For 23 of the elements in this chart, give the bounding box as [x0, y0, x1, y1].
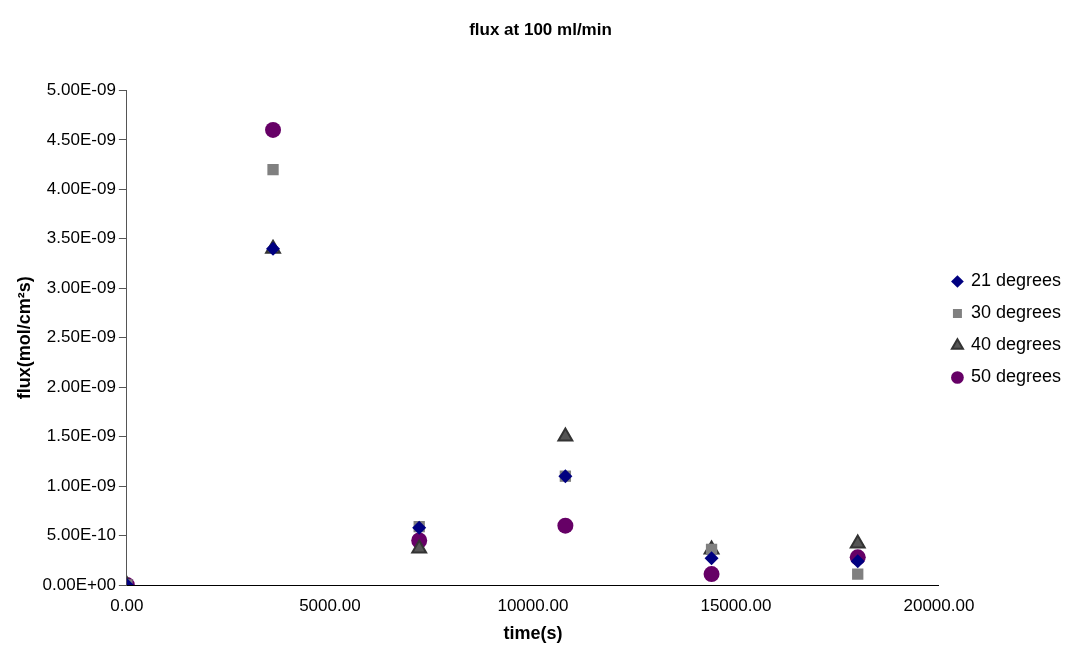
legend-label: 40 degrees: [970, 334, 1062, 355]
y-tick-label: 2.00E-09: [46, 376, 116, 396]
legend-label: 50 degrees: [970, 366, 1062, 387]
y-tick-label: 1.00E-09: [46, 475, 116, 495]
y-tick-label: 4.50E-09: [46, 129, 116, 149]
legend-label: 21 degrees: [970, 270, 1062, 291]
x-axis-title: time(s): [503, 623, 563, 644]
y-tick-label: 3.50E-09: [46, 228, 116, 248]
chart-title: flux at 100 ml/min: [469, 19, 612, 39]
y-tick-label: 0.00E+00: [42, 574, 116, 594]
x-tick-label: 10000.00: [497, 595, 569, 615]
x-tick-label: 15000.00: [700, 595, 772, 615]
y-tick-label: 4.00E-09: [46, 179, 116, 199]
x-tick-label: 5000.00: [299, 595, 361, 615]
y-tick-label: 5.00E-10: [46, 525, 116, 545]
y-axis-title: flux(mol/cm²s): [13, 276, 34, 400]
y-tick-label: 2.50E-09: [46, 327, 116, 347]
y-tick-label: 5.00E-09: [46, 80, 116, 100]
y-tick-label: 3.00E-09: [46, 277, 116, 297]
x-tick-label: 0.00: [110, 595, 144, 615]
x-tick-label: 20000.00: [903, 595, 975, 615]
y-tick-label: 1.50E-09: [46, 426, 116, 446]
legend-label: 30 degrees: [970, 302, 1062, 323]
